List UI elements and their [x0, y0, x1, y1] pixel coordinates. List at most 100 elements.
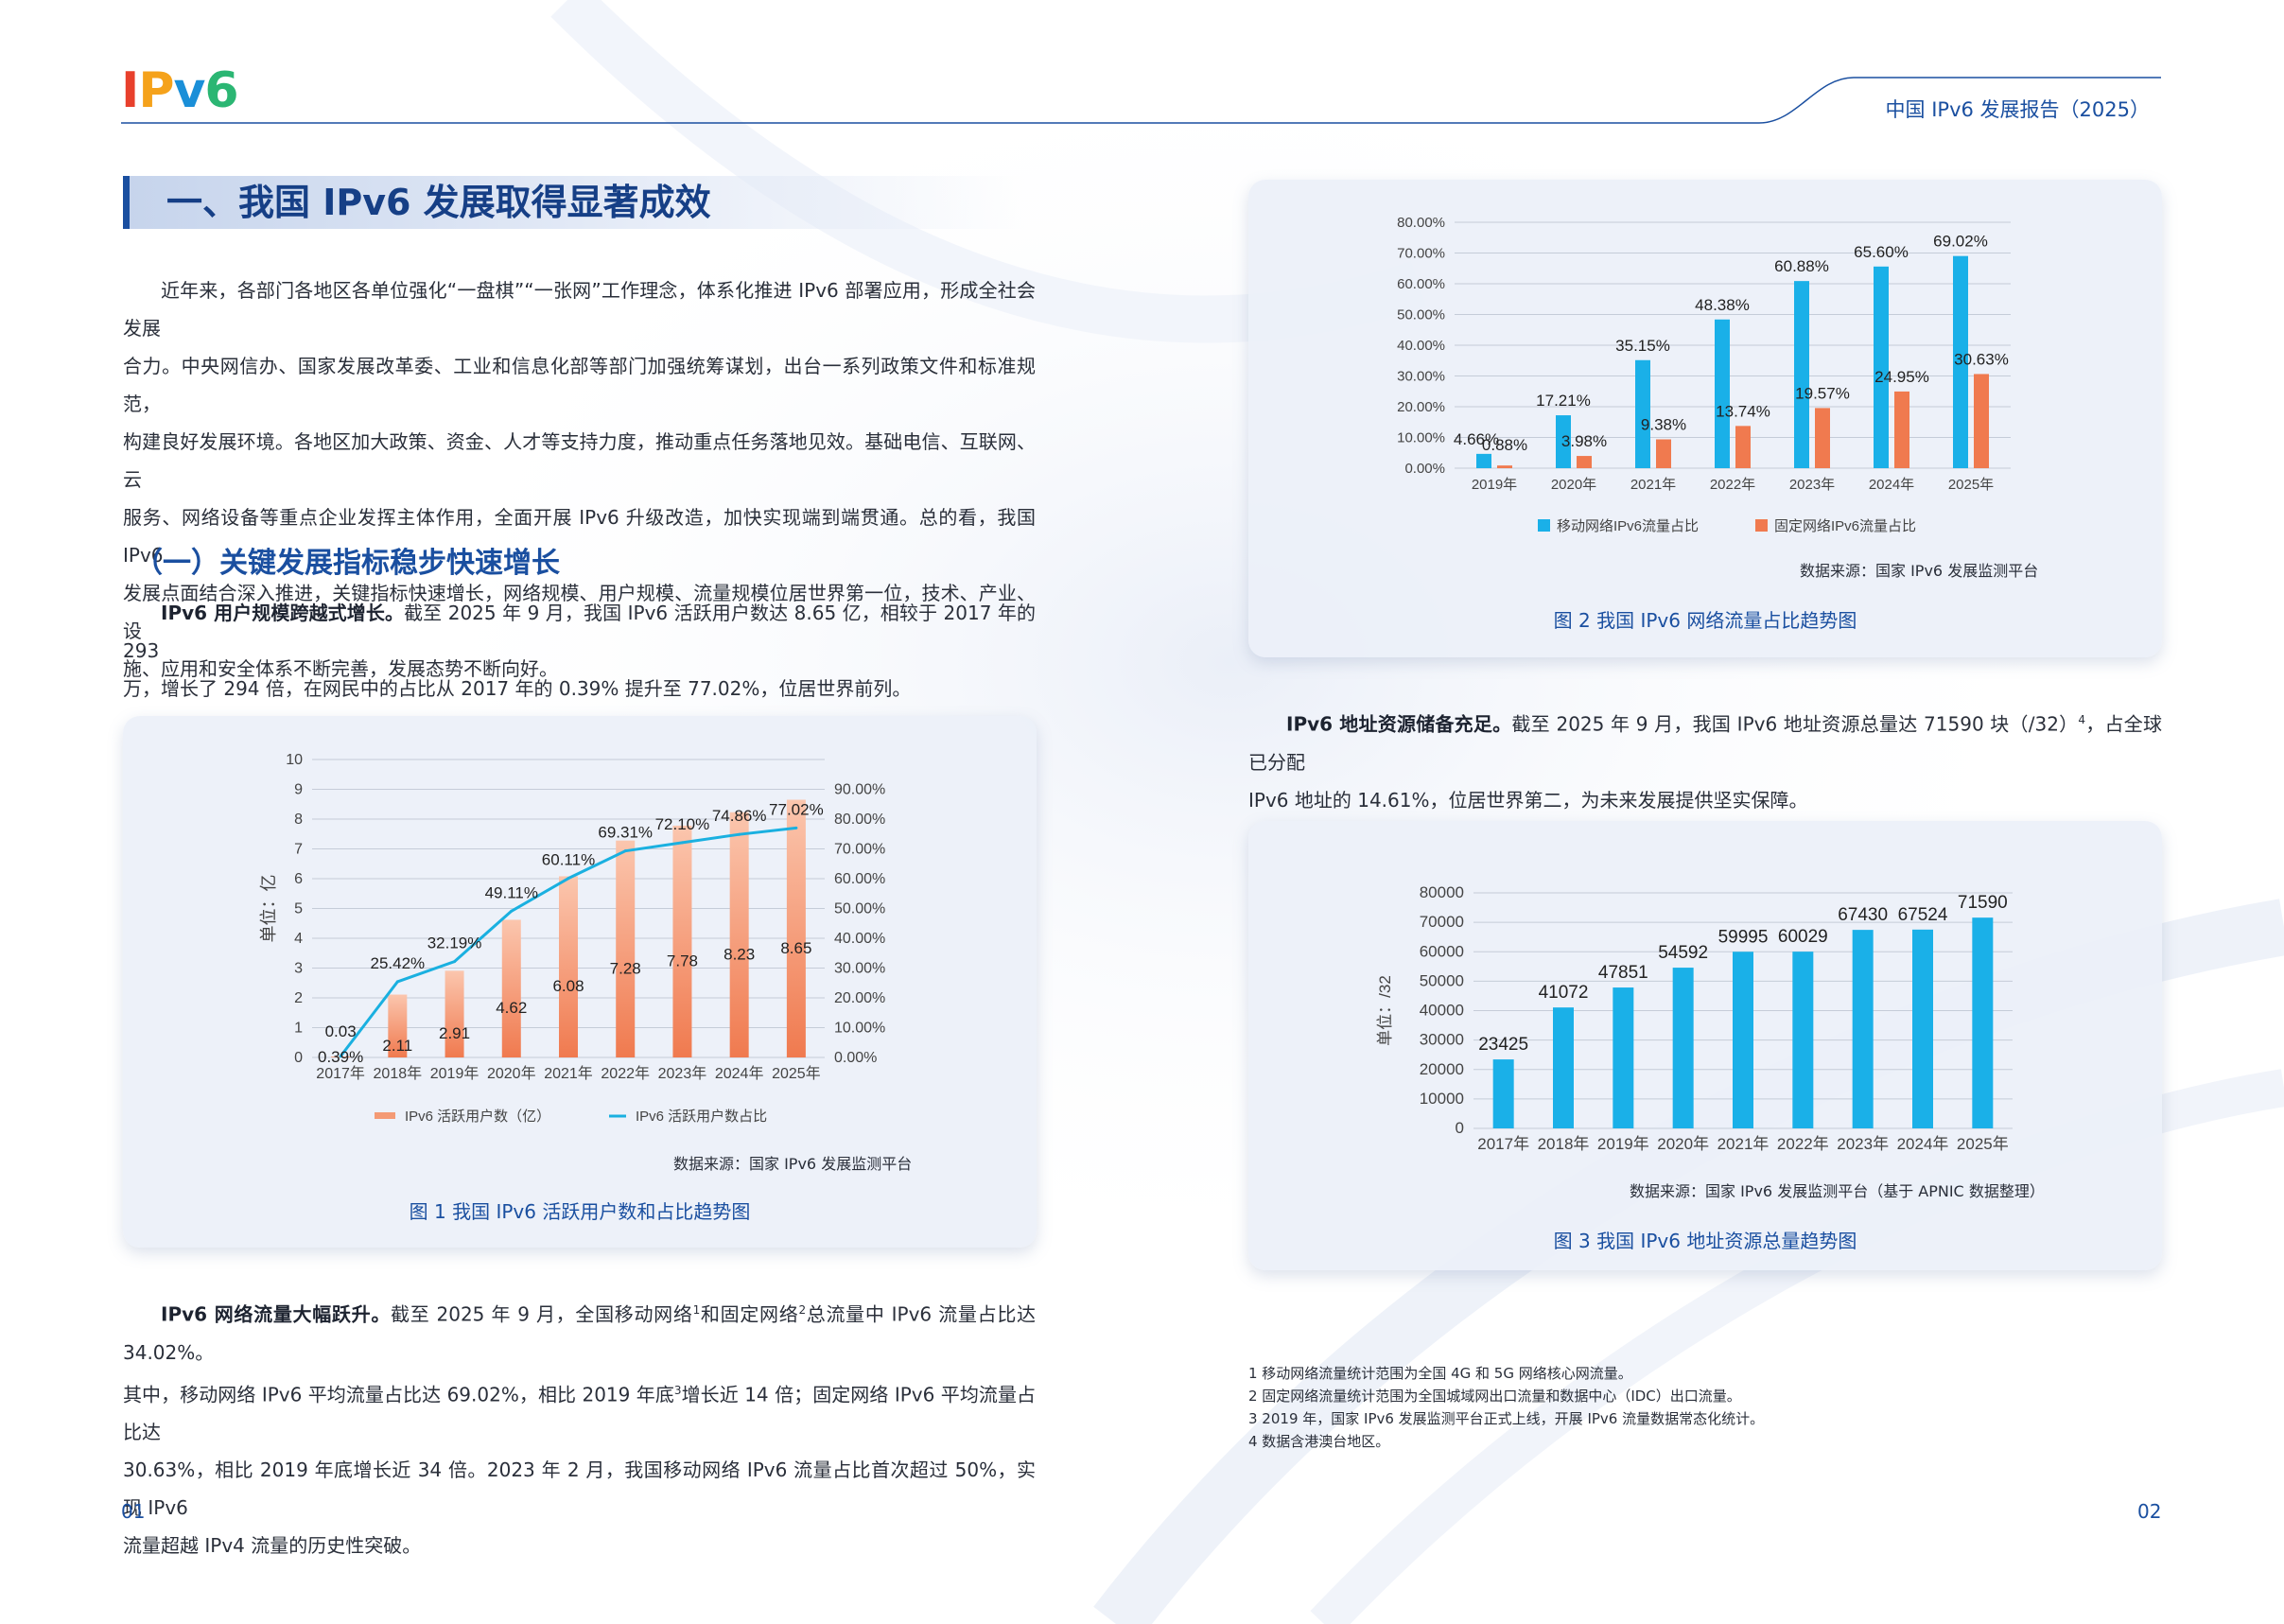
x-tick-label: 2018年	[1538, 1135, 1590, 1153]
x-tick-label: 2021年	[544, 1065, 593, 1082]
intro-line: 近年来，各部门各地区各单位强化“一盘棋”“一张网”工作理念，体系化推进 IPv6…	[123, 279, 1036, 340]
bar-data-label: 9.38%	[1641, 416, 1686, 434]
bar-data-label: 41072	[1539, 983, 1589, 1003]
bar-data-label: 48.38%	[1695, 296, 1750, 314]
intro-line: 施、应用和安全体系不断完善，发展态势不断向好。	[123, 657, 558, 680]
traffic-paragraph: IPv6 网络流量大幅跃升。截至 2025 年 9 月，全国移动网络1和固定网络…	[123, 1291, 1036, 1564]
x-tick-label: 2020年	[487, 1065, 536, 1082]
footnote: 2 固定网络流量统计范围为全国城域网出口流量和数据中心（IDC）出口流量。	[1248, 1388, 1741, 1405]
bar-address-total	[1672, 968, 1694, 1128]
bar-data-label: 0.03	[325, 1022, 357, 1040]
y2-tick-label: 30.00%	[834, 961, 885, 977]
bar-data-label: 6.08	[552, 977, 584, 995]
y2-tick-label: 50.00%	[834, 901, 885, 917]
line-data-label: 0.39%	[318, 1048, 363, 1066]
y2-tick-label: 90.00%	[834, 782, 885, 798]
section-title: 一、我国 IPv6 发展取得显著成效	[166, 182, 711, 223]
bar-data-label: 3.98%	[1561, 432, 1607, 450]
figure-1-chart: 0 1 2 3 4 5 6 7 8 9 10 2017年 2018年 2019年 2020年 2021年 202…	[259, 752, 885, 1125]
x-tick-label: 2023年	[1837, 1135, 1889, 1153]
bar-active-users	[445, 970, 464, 1057]
line-point	[567, 877, 570, 881]
page-number-right: 02	[2137, 1500, 2162, 1523]
y-tick-label: 20.00%	[1397, 399, 1445, 415]
y-tick-label: 70000	[1420, 913, 1464, 931]
running-title: 中国 IPv6 发展报告（2025）	[1885, 98, 2150, 121]
x-tick-label: 2025年	[1957, 1135, 2009, 1153]
address-text: 截至 2025 年 9 月，我国 IPv6 地址资源总量达 71590 块（/3…	[1511, 712, 2079, 736]
bar-address-total	[1733, 952, 1753, 1128]
bar-mobile-traffic	[1556, 415, 1571, 468]
traffic-paragraph-lead: IPv6 网络流量大幅跃升。	[161, 1302, 392, 1326]
x-tick-label: 2024年	[1897, 1135, 1949, 1153]
bar-data-label: 19.57%	[1795, 384, 1850, 402]
y-tick-label: 0.00%	[1404, 461, 1445, 477]
bar-data-label: 30.63%	[1954, 350, 2009, 368]
bar-data-label: 69.02%	[1933, 233, 1988, 251]
x-tick-label: 2024年	[1869, 477, 1914, 493]
x-tick-label: 2017年	[316, 1065, 365, 1082]
user-line: 截至 2025 年 9 月，我国 IPv6 活跃用户数达 8.65 亿，相较于 …	[123, 602, 1036, 662]
figure-2-chart: 0.00% 10.00% 20.00% 30.00% 40.00% 50.00% 60.00…	[1397, 215, 2011, 534]
bar-data-label: 47851	[1598, 963, 1648, 983]
x-tick-label: 2024年	[715, 1065, 764, 1082]
footnotes: 1 移动网络流量统计范围为全国 4G 和 5G 网络核心网流量。 2 固定网络流…	[1248, 1362, 1764, 1453]
y-tick-label: 40.00%	[1397, 338, 1445, 354]
bar-active-users	[616, 840, 636, 1057]
y-tick-label: 0	[294, 1050, 303, 1066]
legend-swatch-users	[375, 1112, 395, 1119]
y-tick-label: 1	[294, 1021, 303, 1037]
x-tick-label: 2017年	[1477, 1135, 1529, 1153]
bar-active-users	[501, 919, 521, 1057]
y-tick-label: 6	[294, 871, 303, 887]
bar-address-total	[1553, 1007, 1574, 1128]
intro-line: 服务、网络设备等重点企业发挥主体作用，全面开展 IPv6 升级改造，加快实现端到…	[123, 506, 1036, 567]
y2-tick-label: 20.00%	[834, 990, 885, 1006]
figure-3-source: 数据来源：国家 IPv6 发展监测平台（基于 APNIC 数据整理）	[1630, 1182, 2045, 1200]
user-paragraph-lead: IPv6 用户规模跨越式增长。	[161, 602, 405, 624]
x-tick-label: 2023年	[1789, 477, 1835, 493]
traffic-text: 流量超越 IPv4 流量的历史性突破。	[123, 1534, 422, 1558]
y-tick-label: 10000	[1420, 1090, 1464, 1108]
bar-data-label: 23425	[1478, 1035, 1528, 1055]
x-tick-label: 2021年	[1717, 1135, 1770, 1153]
y-tick-label: 4	[294, 931, 303, 947]
bar-mobile-traffic	[1953, 255, 1968, 468]
line-data-label: 32.19%	[427, 934, 482, 952]
bar-address-total	[1613, 987, 1634, 1128]
footnote-ref: 2	[798, 1303, 807, 1317]
bar-data-label: 17.21%	[1536, 392, 1591, 410]
figure-3-caption: 图 3 我国 IPv6 地址资源总量趋势图	[1553, 1230, 1857, 1252]
line-point	[453, 960, 457, 964]
y2-tick-label: 0.00%	[834, 1050, 877, 1066]
y-tick-label: 60.00%	[1397, 276, 1445, 292]
footnote-ref: 4	[2078, 713, 2086, 726]
x-tick-label: 2022年	[1710, 477, 1755, 493]
intro-paragraph: 近年来，各部门各地区各单位强化“一盘棋”“一张网”工作理念，体系化推进 IPv6…	[123, 271, 1036, 688]
figure-1-source: 数据来源：国家 IPv6 发展监测平台	[673, 1155, 913, 1173]
line-data-label: 72.10%	[655, 815, 710, 833]
footnote: 1 移动网络流量统计范围为全国 4G 和 5G 网络核心网流量。	[1248, 1365, 1632, 1382]
bar-data-label: 2.91	[439, 1024, 470, 1042]
traffic-text: 30.63%，相比 2019 年底增长近 34 倍。2023 年 2 月，我国移…	[123, 1458, 1036, 1520]
x-tick-label: 2023年	[658, 1065, 707, 1082]
footnote-ref: 3	[673, 1383, 682, 1397]
bar-data-label: 0.88%	[1482, 436, 1527, 454]
traffic-text: 增长近 14 倍；固定网络 IPv6 平均流量占比达	[123, 1383, 1037, 1444]
y-axis-label: 单位：亿	[259, 875, 278, 943]
y2-tick-label: 80.00%	[834, 812, 885, 828]
bar-data-label: 4.66%	[1454, 430, 1499, 448]
y-tick-label: 2	[294, 990, 303, 1006]
y-tick-label: 80.00%	[1397, 215, 1445, 231]
y-tick-label: 5	[294, 901, 303, 917]
bar-data-label: 7.28	[610, 959, 641, 977]
bar-mobile-traffic	[1715, 319, 1730, 468]
figure-2-source: 数据来源：国家 IPv6 发展监测平台	[1800, 562, 2039, 580]
bar-data-label: 71590	[1958, 893, 2008, 913]
x-tick-label: 2018年	[374, 1065, 423, 1082]
address-paragraph: IPv6 地址资源储备充足。截至 2025 年 9 月，我国 IPv6 地址资源…	[1248, 701, 2162, 819]
bar-mobile-traffic	[1794, 281, 1809, 468]
bar-data-label: 4.62	[496, 999, 527, 1017]
y-axis-label: 单位：/32	[1376, 975, 1394, 1046]
